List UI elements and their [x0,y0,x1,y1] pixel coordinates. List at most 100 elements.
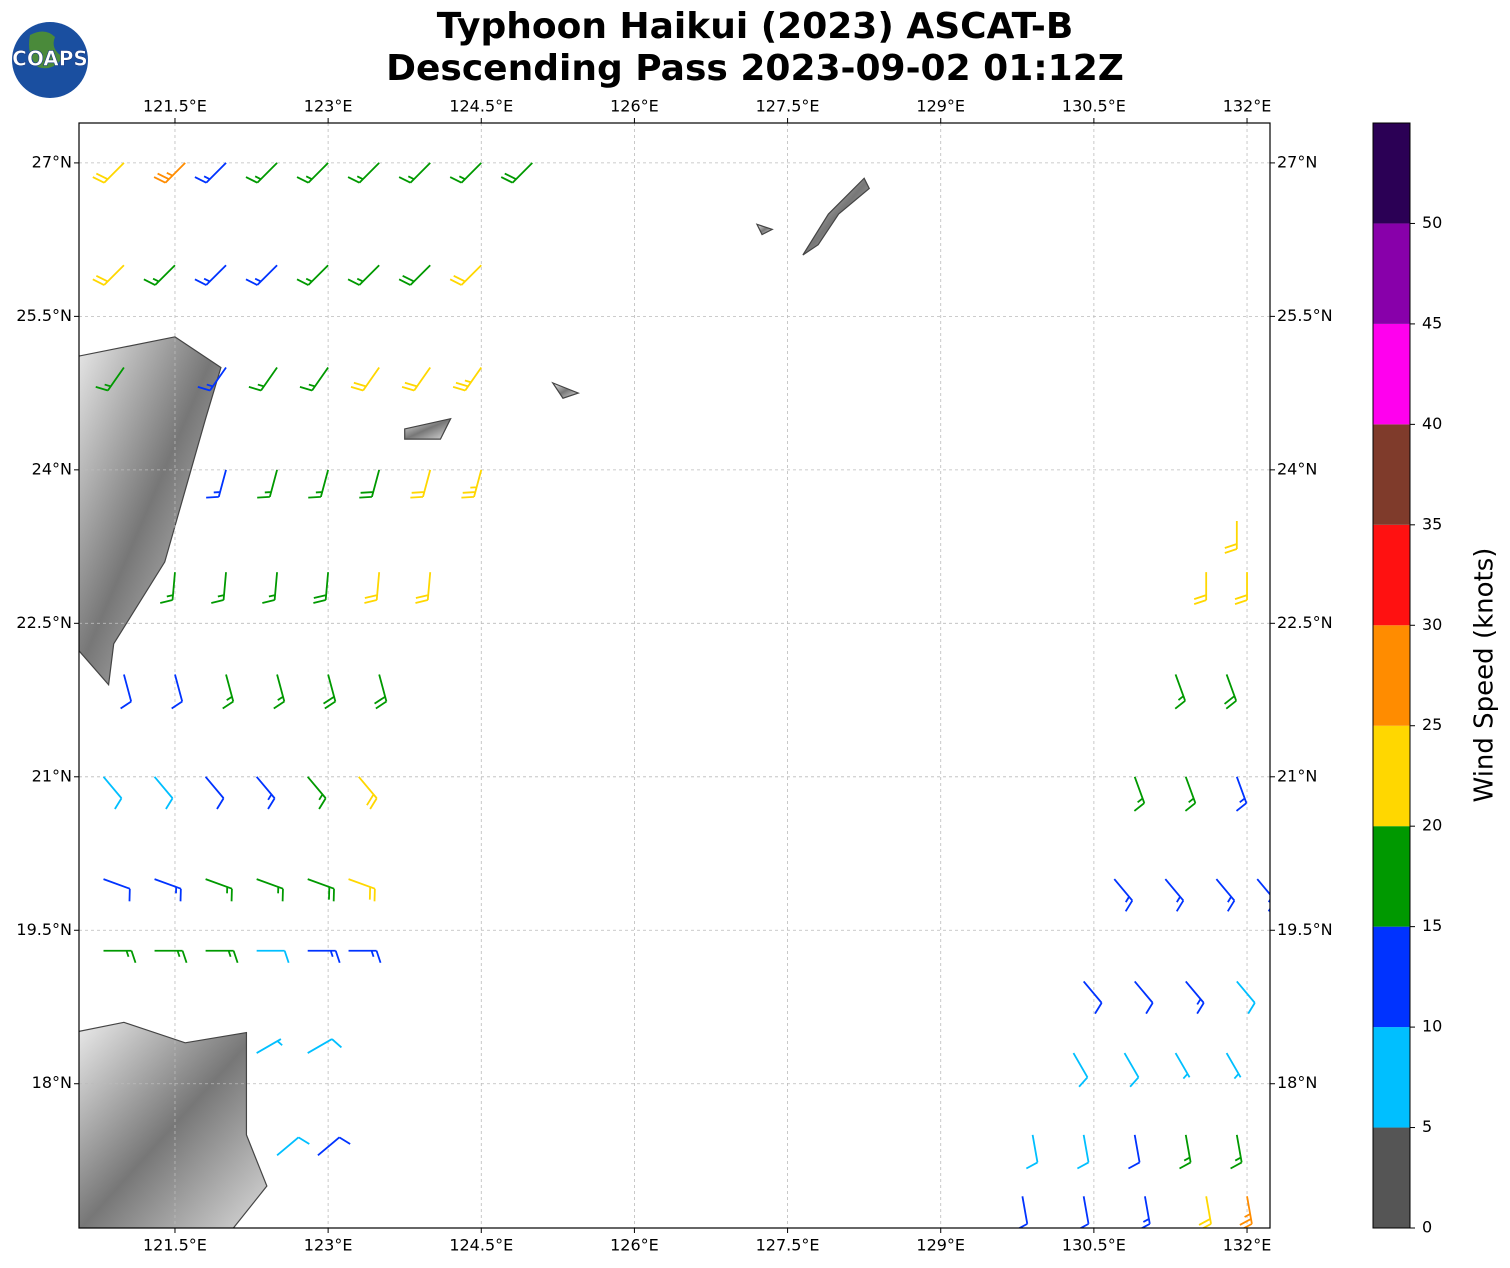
wind-barb [205,878,233,902]
wind-barb [1234,572,1248,606]
coastline [79,336,222,687]
wind-barb [307,949,341,964]
wind-barb [1236,980,1256,1015]
wind-barb [95,367,125,392]
wind-barb [1133,776,1146,812]
wind-barb [359,469,381,499]
colorbar-tick-label: 20 [1422,816,1442,835]
wind-barb [500,162,533,184]
wind-barb [1235,776,1248,812]
map-frame [78,122,1271,1229]
wind-barb [197,367,227,392]
lat-tick-label: 19.5°N [1277,920,1333,939]
lat-tick-label: 22.5°N [1277,613,1333,632]
colorbar-tick-label: 50 [1422,213,1442,232]
wind-barb [206,469,227,499]
land-layer [79,177,871,1228]
lat-tick-label: 18°N [1277,1073,1317,1092]
colorbar-segment [1373,424,1410,525]
wind-barb [348,878,376,902]
wind-barb [1224,674,1238,710]
wind-barb [204,776,225,810]
wind-barb [1017,1196,1029,1228]
wind-barb [222,674,235,710]
colorbar-segment [1373,123,1410,224]
lat-tick-label: 18°N [32,1073,72,1092]
colorbar-tick-label: 30 [1422,615,1442,634]
wind-barb [1225,1052,1242,1080]
coastline [404,417,452,440]
wind-barb [256,878,284,902]
colorbar-segment [1373,1127,1410,1228]
wind-barb [401,367,431,392]
wind-barb [323,674,337,710]
lat-tick-label: 24°N [32,459,72,478]
barb-layer [92,162,1270,1228]
wind-barb [313,572,330,604]
wind-barb [317,1136,351,1157]
wind-barb [1224,521,1238,554]
lon-tick-label: 126°E [610,97,659,116]
wind-barb [154,949,188,964]
logo-text: COAPS [12,47,88,71]
wind-barb [103,878,131,902]
wind-barb [1128,1134,1141,1170]
wind-barb [347,264,380,286]
lat-tick-label: 27°N [1277,152,1317,171]
wind-barb [350,367,380,392]
wind-barb [273,674,286,710]
wind-barb [1164,878,1185,912]
colorbar-segment [1373,826,1410,927]
wind-barb [1082,980,1103,1015]
wind-barb [1193,572,1208,606]
wind-barb [296,162,329,184]
lat-tick-label: 19.5°N [16,920,72,939]
colorbar-tick-label: 40 [1422,414,1442,433]
wind-barb [308,469,329,499]
lon-tick-label: 127.5°E [756,1236,820,1255]
wind-barb [205,949,239,964]
wind-barb [154,878,182,902]
wind-barb [1230,1134,1243,1170]
wind-barb [257,469,278,499]
wind-barb [256,1038,283,1054]
wind-barb [1256,878,1270,912]
wind-barb [245,264,278,286]
lat-tick-label: 27°N [32,152,72,171]
wind-barb [348,949,382,964]
wind-barb [449,162,482,184]
wind-barb [347,162,380,184]
coastline [802,177,871,256]
wind-barb [307,1038,343,1054]
wind-barb [415,572,432,604]
wind-barb [1185,980,1205,1015]
lat-tick-label: 25.5°N [1277,306,1333,325]
lon-tick-label: 121.5°E [143,97,207,116]
colorbar-tick-label: 0 [1422,1218,1432,1237]
wind-barb [102,776,123,810]
colorbar-tick-label: 10 [1422,1017,1442,1036]
wind-barb [1184,776,1197,812]
wind-barb [245,162,278,184]
lon-tick-label: 124.5°E [449,97,513,116]
subtitle: Descending Pass 2023-09-02 01:12Z [386,48,1124,89]
colorbar: 0 5 10 15 20 25 30 35 40 45 50 [1372,122,1442,1237]
colorbar-tick-label: 25 [1422,715,1442,734]
wind-barb [358,776,378,810]
colorbar-label: Wind Speed (knots) [1470,548,1500,803]
colorbar-segment [1373,323,1410,425]
wind-barb [296,264,329,286]
wind-barb [120,674,133,710]
wind-barb [307,878,335,902]
lon-tick-label: 121.5°E [143,1236,207,1255]
wind-barb [160,572,176,604]
lat-tick-label: 21°N [1277,766,1317,785]
lat-tick-label: 24°N [1277,459,1317,478]
lon-tick-label: 127.5°E [756,97,820,116]
wind-barb [1140,1196,1151,1228]
lat-tick-label: 22.5°N [16,613,72,632]
colorbar-segment [1373,1027,1410,1128]
wind-barb [1134,980,1154,1015]
wind-barb [1076,1134,1090,1170]
